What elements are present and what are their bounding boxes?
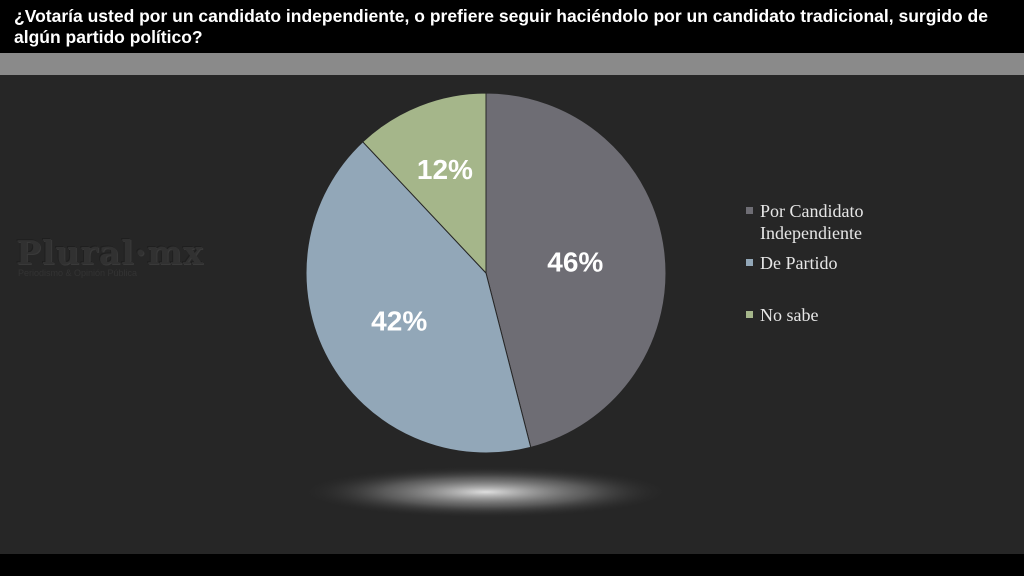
chart-title: ¿Votaría usted por un candidato independ…: [14, 6, 988, 47]
legend-label: Por Candidato Independiente: [760, 201, 864, 243]
pluralmx-watermark-logo: Plural·mx Periodismo & Opinión Pública: [16, 235, 286, 283]
footer-bar: [0, 554, 1024, 576]
legend-swatch: [746, 259, 753, 266]
header-divider-band: [0, 53, 1024, 75]
header-bar: ¿Votaría usted por un candidato independ…: [0, 0, 1024, 52]
legend-label: No sabe: [760, 305, 819, 325]
pie-floor-shadow: [301, 466, 671, 518]
pie-data-label: 12%: [417, 154, 473, 185]
legend-label: De Partido: [760, 253, 838, 273]
pie-data-labels: 46% 42% 12%: [371, 154, 603, 337]
pie-data-label: 46%: [547, 247, 603, 278]
watermark-tagline: Periodismo & Opinión Pública: [18, 268, 138, 278]
pie-slice: [485, 92, 667, 448]
pie-slice: [305, 141, 532, 454]
legend-swatch: [746, 311, 753, 318]
watermark-name: Plural·mx: [16, 233, 204, 272]
legend-swatch: [746, 207, 753, 214]
pie-slice: [362, 92, 487, 275]
pie-data-label: 42%: [371, 306, 427, 337]
pie-slices: [305, 92, 667, 454]
